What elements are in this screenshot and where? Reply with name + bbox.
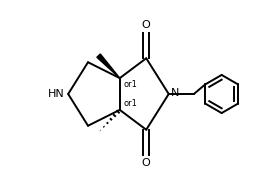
Polygon shape	[97, 54, 120, 78]
Text: O: O	[142, 158, 151, 168]
Text: O: O	[142, 20, 151, 30]
Text: HN: HN	[48, 89, 65, 99]
Text: or1: or1	[124, 99, 138, 108]
Text: N: N	[171, 88, 179, 98]
Text: or1: or1	[124, 80, 138, 89]
